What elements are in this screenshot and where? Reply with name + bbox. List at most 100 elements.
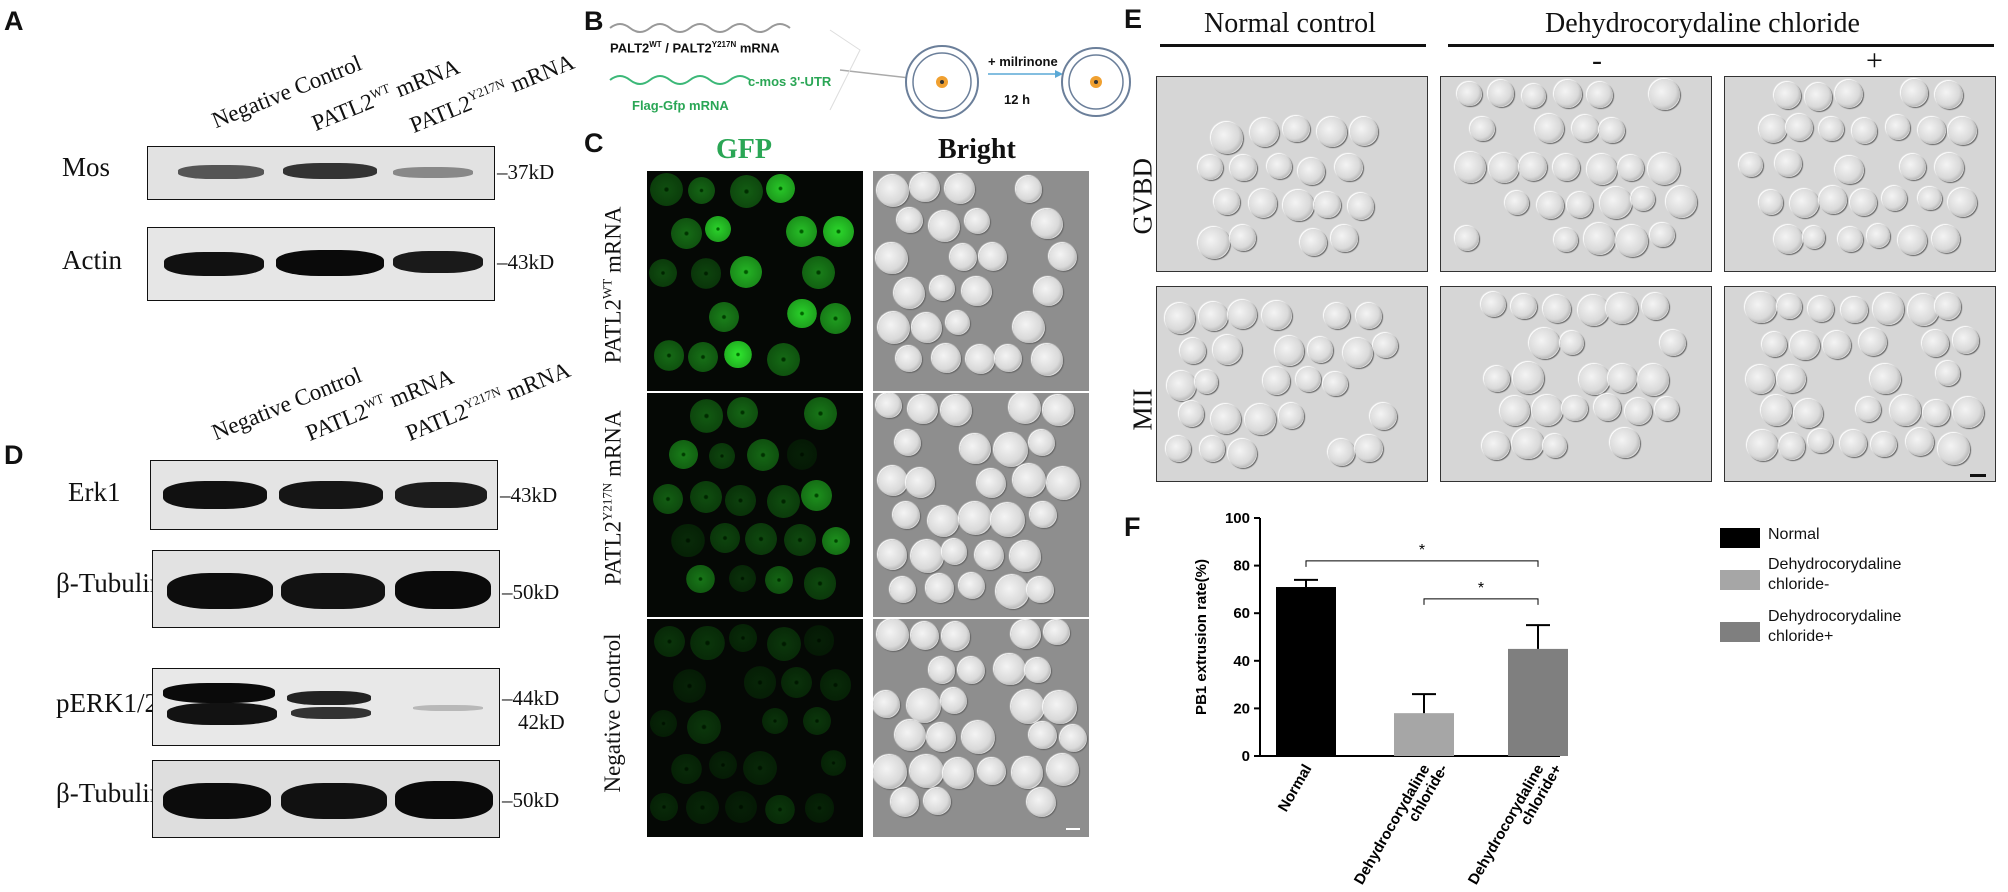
blot-erk1 [150,460,498,530]
oocyte-cell [1372,332,1398,358]
oocyte-cell [910,754,944,789]
oocyte-cell [1648,153,1681,186]
bar [1276,587,1336,756]
oocyte-cell [1166,371,1197,401]
oocyte-cell [1230,225,1256,251]
oocyte-cell [1866,223,1891,248]
oocyte-cell [1248,189,1278,218]
oocyte-cell [1013,311,1045,344]
oocyte-cell [1197,226,1230,259]
oocyte-cell [649,710,677,738]
oocyte-cell [1335,153,1363,182]
gfp-image-nc [646,618,864,838]
panel-d-row-label-tubulin-1: β-Tubulin [56,568,164,598]
bar [1394,713,1454,756]
blot-perk [152,668,500,746]
oocyte-cell [1838,226,1863,252]
oocyte-cell [1934,292,1962,320]
panel-c-letter: C [584,128,604,158]
oocyte-cell [1044,619,1070,646]
oocyte-cell [786,216,818,248]
oocyte-cell [893,502,921,530]
legend-swatch-minus [1720,570,1760,590]
band [287,691,371,705]
oocyte-cell [709,443,736,469]
oocyte-cell [942,758,974,790]
oocyte-cell [802,256,835,290]
panel-d-mw-tubulin-2: –50kD [502,788,560,812]
oocyte-cell [786,439,818,470]
oocyte-cell [671,753,702,784]
oocyte-cell [1554,80,1582,109]
oocyte-cell [890,576,917,603]
oocyte-cell [1262,367,1290,395]
oocyte-cell [1518,153,1547,182]
panel-c-col-bright: Bright [938,134,1016,165]
oocyte-cell [686,790,720,824]
oocyte-cell [1298,157,1326,185]
y-tick-label: 20 [1233,700,1250,717]
blot-actin [147,227,495,301]
oocyte-cell [1578,295,1609,326]
oocyte-cell [1049,242,1078,271]
oocyte-cell [949,244,978,272]
oocyte-cell [743,666,777,700]
oocyte-cell [960,433,991,465]
oocyte-cell [1180,337,1207,365]
panel-b-duration: 12 h [1004,92,1031,107]
oocyte-cell [1457,81,1482,107]
oocyte-cell [974,541,1005,571]
oocyte-cell [893,277,926,309]
oocyte-cell [940,394,972,426]
oocyte-cell [876,393,902,419]
oocyte-cell [671,524,705,558]
oocyte-cell [1907,294,1940,326]
oocyte-cell [1212,335,1242,365]
oocyte-cell [1026,788,1056,818]
panel-a-row-label-mos: Mos [62,152,111,182]
oocyte-cell [1534,114,1565,144]
oocyte-cell [1504,190,1529,215]
oocyte-cell [1483,365,1511,393]
oocyte-cell [1790,189,1820,219]
band [393,167,473,178]
oocyte-cell [1790,330,1820,360]
panel-b-letter: B [584,6,604,36]
oocyte-cell [877,619,910,651]
oocyte-cell [1905,428,1935,457]
band [291,707,371,719]
panel-e-group-normal: Normal control [1204,8,1376,39]
oocyte-cell [765,173,795,204]
oocyte-cell [908,395,938,425]
band [413,705,483,711]
y-axis-label: PB1 extrusion rate(%) [1193,559,1210,715]
oocyte-cell [1454,226,1480,251]
oocyte-cell [1307,337,1334,363]
oocyte-cell [911,540,945,574]
oocyte-cell [705,216,732,243]
oocyte-cell [1327,438,1356,467]
oocyte-cell [923,788,951,816]
significance-bracket-2 [1423,598,1539,605]
oocyte-cell [910,621,940,650]
panel-a-mw-mos: –37kD [497,160,555,184]
band [164,252,264,276]
panel-f-bar-chart: 0 20 40 60 80 100 PB1 extrusion rate(%) Normal D… [1193,510,1568,888]
panel-f-letter: F [1124,512,1141,542]
significance-bracket-1-label: * [1419,542,1425,559]
blot-mos [147,146,495,200]
oocyte-cell [957,657,985,685]
oocyte-cell [925,574,955,603]
oocyte-cell [1586,81,1613,108]
oocyte-2-dot [1094,80,1098,84]
oocyte-cell [1199,436,1225,462]
oocyte-cell [1197,154,1224,181]
panel-e-scale-bar [1970,474,1986,477]
oocyte-cell [1454,151,1487,184]
oocyte-cell [1921,330,1949,358]
oocyte-cell [1665,186,1698,218]
oocyte-cell [1227,439,1258,469]
oocyte-cell [708,751,737,780]
dic-mii-minus [1440,286,1712,482]
bright-image-nc [872,618,1090,838]
